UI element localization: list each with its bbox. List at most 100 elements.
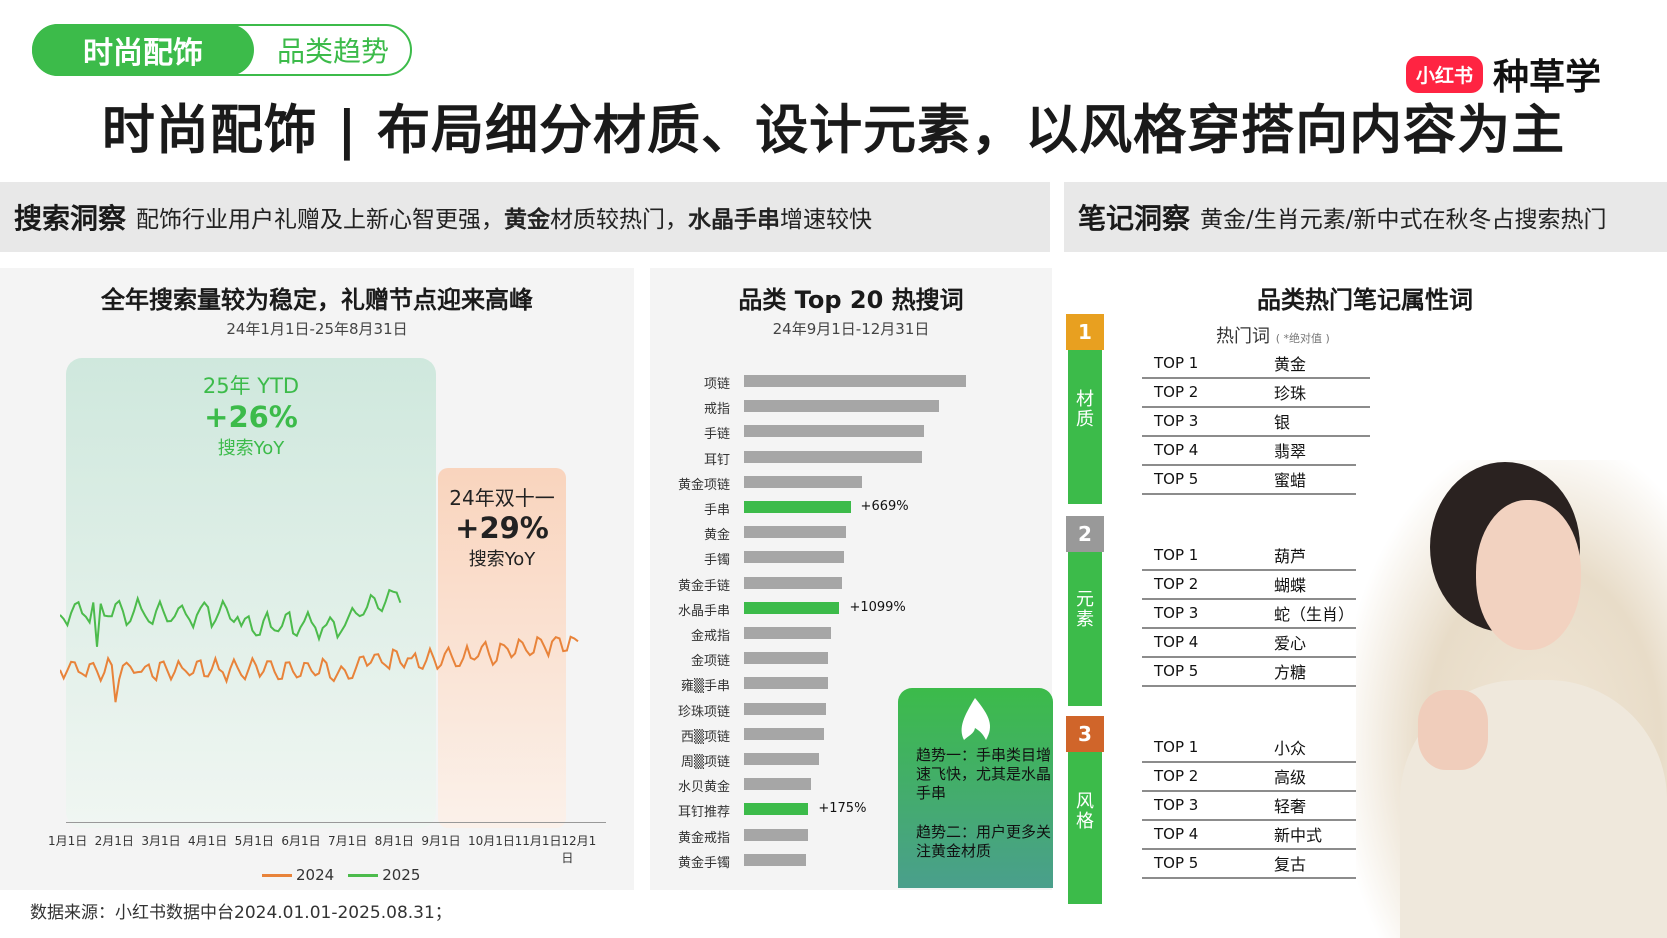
bar bbox=[744, 778, 811, 791]
y-tick-label: 珍珠项链 bbox=[677, 704, 730, 720]
table-row: TOP 4 翡翠 bbox=[1142, 435, 1370, 466]
bar bbox=[744, 652, 829, 665]
y-tick-label: 黄金项链 bbox=[677, 477, 730, 493]
bar bbox=[744, 551, 844, 564]
y-tick-label: 耳钉推荐 bbox=[677, 805, 730, 821]
search-insight-heading: 搜索洞察 bbox=[14, 202, 127, 235]
table-row: TOP 2 珍珠 bbox=[1142, 377, 1370, 408]
bar bbox=[744, 501, 851, 513]
x-tick-label: 11月1日 bbox=[514, 834, 562, 848]
bar bbox=[744, 677, 829, 690]
table-row: TOP 2 高级 bbox=[1142, 761, 1370, 792]
y-tick-label: 项链 bbox=[703, 377, 730, 392]
data-source-note: 数据来源：小红书数据中台2024.01.01-2025.08.31； bbox=[30, 903, 452, 923]
bar bbox=[744, 727, 824, 740]
y-tick-label: 耳钉 bbox=[703, 452, 730, 468]
hot-words-header: 热门词 ( *绝对值 ) bbox=[1216, 326, 1330, 347]
brand-header: 小红书 种草学 bbox=[1405, 48, 1601, 100]
group-1-label: 材质 bbox=[1076, 389, 1094, 430]
x-tick-label: 4月1日 bbox=[188, 834, 228, 848]
group-3-badge: 3 bbox=[1066, 716, 1104, 752]
x-tick-label: 6月1日 bbox=[281, 834, 321, 848]
table-row: TOP 4 新中式 bbox=[1142, 819, 1370, 850]
y-tick-label: 周▒项链 bbox=[681, 755, 730, 770]
data-label: +1099% bbox=[849, 599, 906, 615]
bar bbox=[744, 803, 809, 816]
x-tick-label: 9月1日 bbox=[421, 834, 461, 848]
bar bbox=[744, 627, 831, 639]
ytd-label: 25年 YTD bbox=[202, 374, 300, 398]
trend-1: 趋势一：手串类目增速飞快，尤其是水晶手串 bbox=[916, 746, 1052, 802]
series-2024-line bbox=[60, 635, 579, 703]
bar bbox=[744, 576, 842, 589]
double11-value: +29% bbox=[455, 511, 549, 545]
y-tick-label: 雍▒手串 bbox=[681, 679, 730, 695]
data-label: +669% bbox=[860, 499, 909, 514]
ytd-sub: 搜索YoY bbox=[217, 438, 285, 459]
bar bbox=[744, 375, 966, 387]
search-volume-title: 全年搜索量较为稳定，礼赠节点迎来高峰 bbox=[101, 286, 533, 314]
group-2-label: 元素 bbox=[1076, 589, 1094, 630]
x-tick-label: 2月1日 bbox=[94, 834, 134, 848]
note-insight-text: 黄金/生肖元素/新中式在秋冬占搜索热门 bbox=[1200, 207, 1607, 233]
double11-sub: 搜索YoY bbox=[468, 549, 536, 570]
note-attributes-title: 品类热门笔记属性词 bbox=[1257, 286, 1473, 314]
y-tick-label: 黄金 bbox=[703, 528, 730, 544]
y-tick-label: 手串 bbox=[703, 503, 730, 518]
x-tick-label: 10月1日 bbox=[468, 834, 515, 848]
x-tick-label: 1月1日 bbox=[48, 834, 88, 848]
bar bbox=[744, 475, 862, 488]
bar bbox=[744, 828, 809, 841]
tab-fashion-accessories[interactable]: 时尚配饰 bbox=[32, 24, 254, 76]
y-tick-label: 手镯 bbox=[703, 553, 730, 569]
model-hand-with-rings bbox=[1418, 690, 1488, 770]
bar bbox=[744, 853, 807, 866]
x-tick-label: 7月1日 bbox=[328, 834, 368, 848]
bar bbox=[744, 450, 922, 463]
table-row: TOP 2 蝴蝶 bbox=[1142, 569, 1370, 600]
group-2-badge: 2 bbox=[1066, 516, 1104, 552]
x-tick-label: 3月1日 bbox=[141, 834, 181, 848]
x-tick-label: 8月1日 bbox=[374, 834, 414, 848]
y-tick-label: 金戒指 bbox=[690, 629, 730, 644]
trend-callout-box bbox=[898, 688, 1053, 888]
table-row: TOP 1 小众 bbox=[1142, 732, 1370, 763]
y-tick-label: 手链 bbox=[703, 427, 730, 443]
x-tick-label: 12月1日 bbox=[561, 834, 597, 865]
search-volume-line-chart bbox=[60, 588, 579, 703]
search-volume-date-range: 24年1月1日-25年8月31日 bbox=[226, 320, 408, 338]
flame-icon bbox=[961, 698, 991, 740]
x-tick-label: 5月1日 bbox=[234, 834, 274, 848]
search-insight-text: 配饰行业用户礼赠及上新心智更强，黄金材质较热门，水晶手串增速较快 bbox=[136, 207, 873, 233]
y-tick-label: 黄金戒指 bbox=[677, 830, 730, 846]
legend-2024: 2024 bbox=[296, 866, 335, 884]
bar bbox=[744, 702, 827, 715]
y-tick-label: 黄金手链 bbox=[677, 578, 730, 594]
table-row: TOP 1 黄金 bbox=[1142, 348, 1370, 379]
y-tick-label: 戒指 bbox=[703, 402, 730, 418]
note-insight-heading: 笔记洞察 bbox=[1078, 202, 1191, 235]
y-tick-label: 金项链 bbox=[690, 654, 730, 670]
double11-label: 24年双十一 bbox=[449, 486, 555, 510]
table-row: TOP 5 蜜蜡 bbox=[1142, 464, 1370, 495]
trend-callout-text: 趋势一：手串类目增速飞快，尤其是水晶手串 趋势二：用户更多关注黄金材质 bbox=[916, 746, 1056, 861]
y-tick-label: 黄金手镯 bbox=[677, 855, 730, 871]
top20-title: 品类 Top 20 热搜词 bbox=[738, 286, 964, 314]
y-tick-label: 水晶手串 bbox=[677, 603, 730, 619]
trend-2: 趋势二：用户更多关注黄金材质 bbox=[916, 823, 1052, 860]
series-2025-line bbox=[60, 588, 402, 647]
model-face bbox=[1476, 500, 1581, 650]
table-row: TOP 1 葫芦 bbox=[1142, 540, 1370, 571]
brand-name: 种草学 bbox=[1492, 57, 1601, 98]
table-row: TOP 4 爱心 bbox=[1142, 627, 1370, 658]
ytd-value: +26% bbox=[204, 400, 298, 434]
x-axis-line bbox=[66, 822, 606, 823]
group-3-label: 风格 bbox=[1076, 791, 1094, 832]
chart-legend: 2024 2025 bbox=[262, 866, 420, 884]
search-insight-bar: 搜索洞察 配饰行业用户礼赠及上新心智更强，黄金材质较热门，水晶手串增速较快 bbox=[0, 182, 1050, 252]
data-label: +175% bbox=[818, 801, 867, 817]
table-row: TOP 5 复古 bbox=[1142, 848, 1370, 879]
page-title: 时尚配饰 | 布局细分材质、设计元素，以风格穿搭向内容为主 bbox=[101, 100, 1566, 161]
tab-category-trends[interactable]: 品类趋势 bbox=[276, 35, 389, 68]
